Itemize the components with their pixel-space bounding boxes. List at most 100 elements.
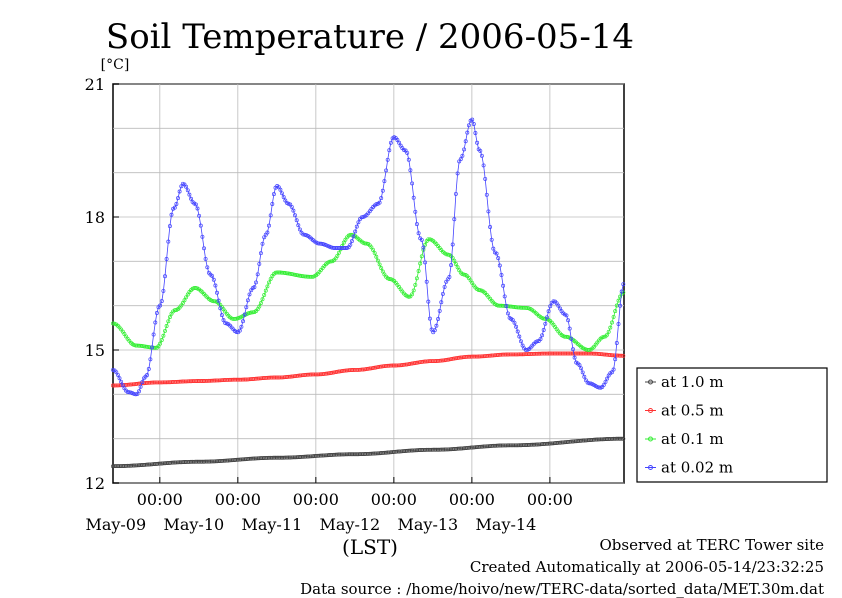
series-point: [571, 347, 575, 352]
series-point: [213, 283, 218, 288]
series-point: [159, 338, 164, 342]
series-point: [187, 192, 192, 197]
series-point: [408, 168, 413, 173]
series-point: [239, 324, 244, 329]
series-point: [200, 234, 205, 239]
series-point: [268, 276, 273, 281]
series-point: [182, 298, 187, 303]
series-point: [421, 245, 426, 250]
series-point: [328, 259, 333, 264]
series-point: [470, 117, 475, 122]
series-point: [483, 176, 488, 181]
legend: at 1.0 m at 0.5 m at 0.1 m at 0.02 m: [636, 367, 828, 483]
y-tick-label: 12: [85, 474, 105, 493]
x-tick-time: 00:00: [293, 490, 339, 509]
series-point: [416, 231, 421, 236]
series-point: [205, 265, 210, 270]
series-point: [618, 294, 623, 299]
series-point: [551, 299, 556, 304]
series-line: [112, 118, 624, 395]
series-point: [203, 256, 208, 261]
legend-box: [636, 367, 828, 483]
series-point: [546, 309, 551, 314]
x-tick-date: May-13: [398, 515, 459, 534]
footer-site: Observed at TERC Tower site: [599, 536, 824, 554]
series-point: [535, 339, 540, 344]
series-point: [278, 187, 283, 192]
series-point: [497, 263, 502, 268]
series-point: [608, 325, 613, 330]
series-point: [353, 229, 358, 234]
series-point: [244, 305, 249, 310]
y-tick-label: 15: [85, 341, 105, 360]
series-point: [515, 329, 520, 334]
series-point: [494, 251, 499, 256]
series-point: [418, 261, 423, 266]
series-point: [479, 153, 484, 158]
series-point: [538, 337, 543, 342]
series-point: [458, 157, 463, 162]
x-tick-date: May-09: [85, 515, 146, 534]
series-point: [502, 294, 507, 299]
series-point: [218, 306, 223, 311]
y-tick-label: 18: [85, 208, 105, 227]
series-point: [426, 299, 431, 304]
series-point: [215, 290, 219, 295]
series-point: [281, 195, 286, 200]
series-point: [501, 283, 506, 288]
series-point: [267, 223, 271, 228]
series-point: [601, 334, 606, 339]
series-point: [153, 320, 158, 325]
plot-frame: [112, 83, 625, 484]
series-point: [445, 252, 450, 257]
series-point: [267, 280, 271, 285]
series-point: [247, 292, 252, 297]
series-point: [442, 284, 447, 289]
series-point: [610, 320, 614, 325]
series-point: [603, 379, 608, 384]
series-point: [172, 205, 177, 210]
series-point: [184, 295, 189, 300]
series-point: [137, 389, 141, 394]
series-point: [351, 234, 356, 239]
series-point: [580, 370, 585, 375]
series-point: [414, 276, 419, 281]
series-point: [455, 265, 460, 270]
series-point: [541, 328, 546, 332]
series-point: [388, 140, 393, 145]
series-point: [613, 357, 618, 362]
series-point: [377, 262, 382, 267]
series-at-0-1-m: [111, 232, 626, 352]
series-point: [406, 157, 411, 162]
series-point: [488, 225, 493, 229]
x-tick-date: May-10: [163, 515, 224, 534]
series-point: [120, 383, 125, 388]
series-point: [460, 153, 465, 158]
series-point: [374, 254, 379, 259]
series-point: [414, 222, 419, 227]
series-point: [614, 341, 619, 345]
series-point: [195, 206, 200, 211]
series-point: [145, 373, 150, 377]
series-point: [605, 332, 610, 337]
series-point: [621, 436, 626, 441]
series-point: [161, 333, 166, 338]
series-point: [133, 392, 138, 397]
series-point: [452, 258, 457, 263]
series-point: [613, 309, 618, 314]
x-tick-date: May-11: [241, 515, 302, 534]
series-point: [517, 334, 522, 339]
series-point: [567, 326, 572, 331]
series-point: [216, 298, 221, 303]
series-point: [166, 239, 171, 244]
legend-marker: [648, 436, 653, 442]
series-point: [424, 279, 429, 284]
series-point: [115, 372, 120, 377]
series-line: [112, 234, 624, 351]
y-axis-unit: [°C]: [101, 57, 130, 73]
series-point: [348, 242, 353, 247]
series-point: [577, 363, 582, 368]
series-point: [375, 258, 380, 263]
series-point: [174, 202, 179, 206]
legend-marker: [648, 465, 653, 470]
